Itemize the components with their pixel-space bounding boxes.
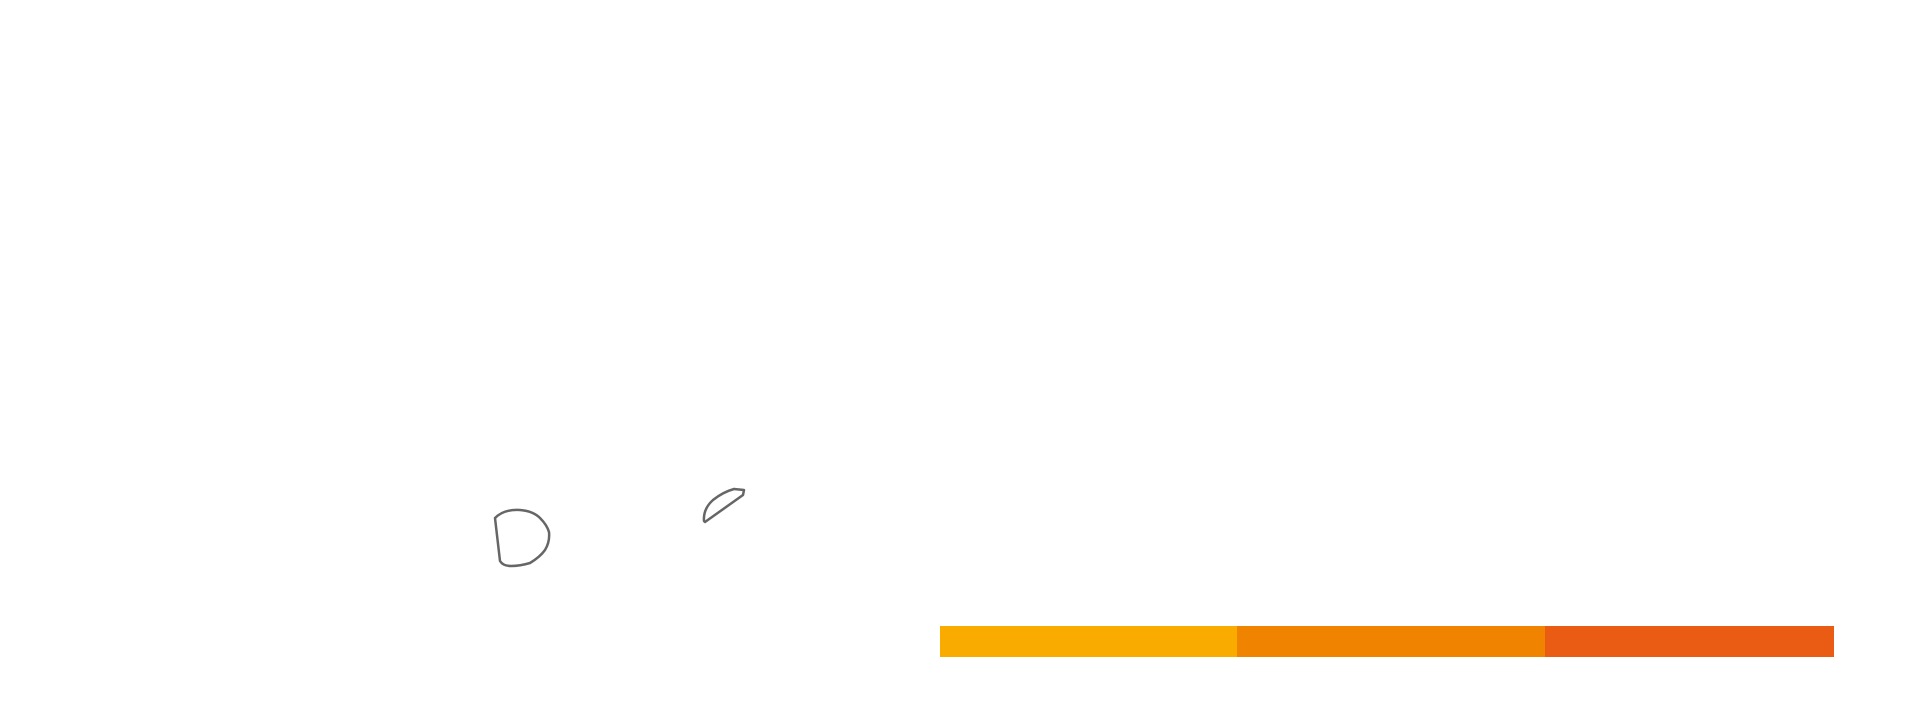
rounded-d-shape [493, 508, 551, 568]
leaf-sliver-shape [702, 487, 746, 524]
color-bar-segment-amber [940, 626, 1237, 657]
color-bar-segment-orange [1237, 626, 1545, 657]
color-bar-segment-red-orange [1545, 626, 1834, 657]
